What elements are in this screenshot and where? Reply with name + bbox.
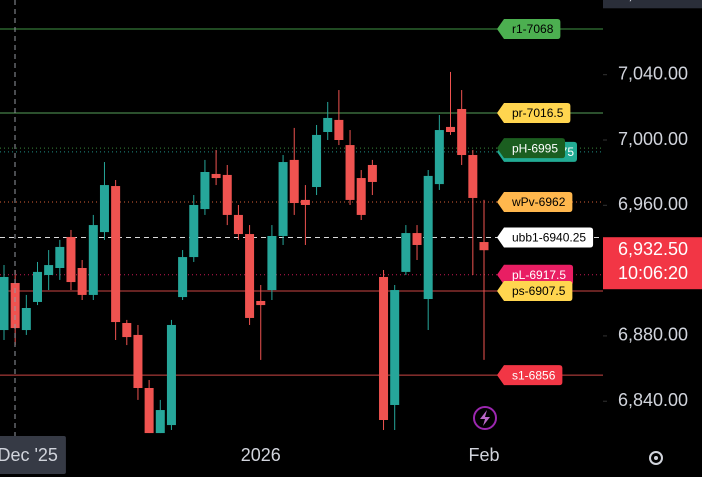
candle-body — [457, 108, 467, 156]
level-tag: pL-6917.5 — [497, 264, 574, 285]
countdown: 10:06:20 — [618, 263, 688, 283]
candle-body — [77, 268, 87, 295]
candle-body — [200, 172, 210, 210]
candle-body — [32, 271, 42, 302]
gear — [649, 451, 663, 465]
level-tag-label: s1-6856 — [512, 368, 556, 382]
candle-body — [446, 126, 456, 132]
candle-body — [88, 225, 98, 295]
x-tick-label: 2026 — [241, 445, 281, 465]
candle-body — [434, 130, 444, 185]
level-tag-box — [497, 103, 571, 124]
candle-body — [256, 300, 266, 306]
level-tag-label: ps-6907.5 — [512, 284, 566, 298]
candle-body — [468, 155, 478, 198]
candle-body — [133, 334, 143, 388]
candle-body — [0, 276, 9, 331]
y-tick-label: 7,000.00 — [618, 129, 688, 149]
level-tag-box — [497, 264, 574, 285]
level-tag-label: ubb1-6940.25 — [512, 231, 586, 245]
y-tick-label: 6,880.00 — [618, 325, 688, 345]
candle-body — [21, 308, 31, 331]
candle-body — [10, 283, 20, 329]
level-tag: ps-6907.5 — [497, 281, 573, 302]
last-price-label: 6,932.50 — [618, 239, 688, 259]
level-tag-box — [497, 227, 594, 248]
level-tag: wPv-6962 — [497, 192, 573, 213]
level-tag-box — [497, 18, 561, 39]
candle-body — [345, 145, 355, 200]
gear-hub — [654, 456, 658, 460]
settings-icon[interactable] — [649, 451, 663, 465]
level-tag: ubb1-6940.25 — [497, 227, 594, 248]
candle-body — [334, 119, 344, 140]
candle-body — [155, 410, 165, 434]
level-tag-box — [497, 138, 566, 159]
candle-body — [222, 174, 232, 215]
level-tag: s1-6856 — [497, 365, 563, 386]
level-tag-box — [497, 192, 573, 213]
candle-body — [401, 233, 411, 272]
candle-body — [189, 204, 199, 258]
candle-body — [300, 199, 310, 205]
level-tag-label: pr-7016.5 — [512, 106, 564, 120]
y-tick-label: 6,840.00 — [618, 390, 688, 410]
level-tag: r1-7068 — [497, 18, 561, 39]
level-tag-box — [497, 365, 563, 386]
candle-body — [323, 117, 333, 132]
x-tick-label: 01 Dec '25 — [0, 445, 58, 465]
x-tick-label: Feb — [468, 445, 499, 465]
plot — [0, 28, 603, 434]
candle-body — [122, 323, 132, 338]
candle-body — [289, 159, 299, 204]
level-tag-label: wPv-6962 — [511, 195, 566, 209]
crosshair-price-box — [603, 0, 702, 9]
candle-body — [367, 164, 377, 182]
level-tag: pH-6995 — [497, 138, 566, 159]
candle-body — [233, 214, 243, 235]
candle-body — [178, 257, 188, 298]
candle-body — [267, 236, 277, 291]
y-tick-label: 6,960.00 — [618, 194, 688, 214]
level-tag-box — [497, 281, 573, 302]
level-tags: r1-7068pr-7016.575pH-6995wPv-6962ubb1-69… — [497, 18, 594, 386]
alert-icon[interactable] — [473, 406, 497, 430]
alert-icon-bolt — [480, 410, 490, 426]
candle-body — [66, 236, 76, 283]
candle-body — [144, 388, 154, 434]
candle-body — [99, 185, 109, 233]
candle-body — [479, 242, 489, 251]
candle-body — [211, 173, 221, 179]
candle-body — [312, 134, 322, 188]
last-price-box — [603, 237, 702, 290]
level-tag-label: pH-6995 — [512, 141, 558, 155]
y-tick-label: 7,040.00 — [618, 63, 688, 83]
level-tag-label: pL-6917.5 — [512, 268, 566, 282]
candle-body — [278, 162, 288, 236]
candle-body — [379, 276, 389, 420]
candle-body — [55, 246, 65, 268]
candle-body — [111, 186, 121, 323]
candle-body — [390, 290, 400, 405]
candle-body — [44, 265, 54, 276]
crosshair-price-label: 7,089.25 — [618, 0, 688, 3]
candle-body — [356, 178, 366, 215]
level-tag: pr-7016.5 — [497, 103, 571, 124]
candle-body — [245, 234, 255, 318]
candle-body — [423, 175, 433, 300]
candle-body — [166, 324, 176, 426]
crosshair-time-box — [0, 436, 66, 474]
level-tag-label: r1-7068 — [512, 22, 554, 36]
candle-body — [412, 233, 422, 245]
